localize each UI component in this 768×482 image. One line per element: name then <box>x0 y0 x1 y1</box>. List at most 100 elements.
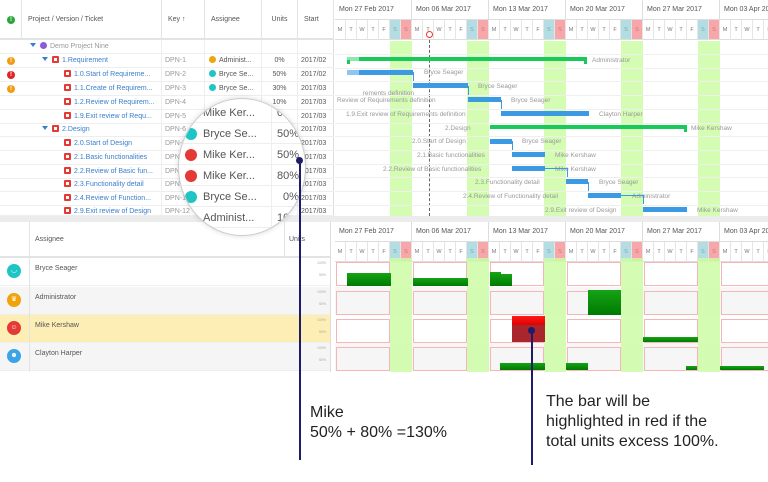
load-bar[interactable] <box>413 278 468 286</box>
column-header-assignee[interactable]: Assignee <box>35 236 64 243</box>
day-label: T <box>368 242 379 262</box>
task-bar[interactable] <box>347 70 413 75</box>
column-header-key[interactable]: Key ↑ <box>162 0 205 40</box>
column-header-units[interactable]: Units <box>262 0 298 40</box>
week-label: Mon 13 Mar 2017 <box>489 0 566 20</box>
capacity-box <box>490 291 544 315</box>
load-bar[interactable] <box>501 274 512 286</box>
warning-column-header[interactable]: ! <box>0 0 22 40</box>
column-header-project[interactable]: Project / Version / Ticket <box>22 0 162 40</box>
day-label: T <box>731 20 742 40</box>
task-bar[interactable] <box>512 166 545 171</box>
bar-label: Bryce Seager <box>599 179 639 186</box>
load-bar[interactable] <box>347 273 391 286</box>
week-label: Mon 03 Apr 2017 <box>720 0 768 20</box>
magnified-row: Bryce Se... 0% <box>179 187 305 207</box>
task-bar[interactable] <box>643 207 687 212</box>
table-row[interactable]: ! 1.1.Create of Requirem... DPN-3 Bryce … <box>0 82 334 96</box>
column-header-start[interactable]: Start <box>298 0 334 40</box>
collapse-icon[interactable] <box>42 126 48 130</box>
table-row[interactable]: ! 1.Requirement DPN-1 Administ... 0% 201… <box>0 54 334 68</box>
avatar: ◡ <box>7 264 21 278</box>
avatar <box>185 212 197 224</box>
avatar <box>185 107 197 119</box>
ticket-icon <box>64 112 71 119</box>
day-label: T <box>654 242 665 262</box>
avatar <box>185 128 197 140</box>
dependency-arrow <box>588 182 589 191</box>
day-label: F <box>764 20 768 40</box>
ticket-icon <box>64 98 71 105</box>
scale-label: 100% <box>317 346 326 350</box>
day-label: F <box>456 242 467 262</box>
magnified-row: Mike Ker... 80% <box>179 166 305 186</box>
magnified-row: Bryce Se... 50% <box>179 124 305 144</box>
capacity-box <box>490 347 544 371</box>
table-row[interactable]: 2.Design DPN-6 2017/03 <box>0 123 334 137</box>
day-label: T <box>753 242 764 262</box>
day-label: F <box>687 242 698 262</box>
load-bar[interactable] <box>643 337 698 342</box>
load-bar[interactable] <box>500 363 545 370</box>
dependency-arrow <box>512 141 513 150</box>
day-label: T <box>445 20 456 40</box>
table-row-project[interactable]: Demo Project Nine <box>0 40 334 54</box>
capacity-box <box>413 291 467 315</box>
capacity-box <box>336 347 390 371</box>
day-label: S <box>478 20 489 40</box>
resource-row-clayton[interactable]: ☻ Clayton Harper 100% 50% <box>0 343 330 371</box>
task-bar[interactable] <box>588 193 621 198</box>
week-label: Mon 20 Mar 2017 <box>566 0 643 20</box>
pane-splitter[interactable] <box>0 216 768 222</box>
magnified-row: Mike Ker... 0% <box>179 103 305 123</box>
day-label: F <box>533 242 544 262</box>
dependency-arrow <box>501 100 502 109</box>
ticket-icon <box>64 70 71 77</box>
task-bar[interactable] <box>468 97 501 102</box>
task-bar[interactable] <box>566 179 588 184</box>
weekend-stripe <box>621 258 643 372</box>
task-bar[interactable] <box>512 152 545 157</box>
task-bar[interactable] <box>413 83 468 88</box>
scale-label: 50% <box>318 358 326 362</box>
version-bar-requirement[interactable] <box>347 57 587 61</box>
bar-label: 2.3.Functionality detail <box>475 179 540 186</box>
day-label: T <box>577 20 588 40</box>
ticket-icon <box>64 167 71 174</box>
bar-label: 2.4.Review of Functionality detail <box>463 193 559 200</box>
day-label: F <box>610 20 621 40</box>
collapse-icon[interactable] <box>30 43 36 47</box>
load-bar[interactable] <box>588 290 621 315</box>
capacity-box <box>413 319 467 343</box>
version-bar-design[interactable] <box>490 125 687 129</box>
day-label: T <box>753 20 764 40</box>
load-bar[interactable] <box>490 272 501 286</box>
bar-label: Administrator <box>592 57 631 64</box>
resource-row-administrator[interactable]: ♛ Administrator 100% 50% <box>0 287 330 315</box>
avatar: ☺ <box>7 321 21 335</box>
ticket-icon <box>64 153 71 160</box>
load-bar[interactable] <box>566 363 588 370</box>
day-label: T <box>500 20 511 40</box>
day-label: M <box>566 20 577 40</box>
magnifier-callout: Mike Ker... 0% Bryce Se... 50% Mike Ker...… <box>178 98 306 236</box>
ticket-icon <box>64 84 71 91</box>
column-header-assignee[interactable]: Assignee <box>205 0 262 40</box>
bar-label: 2.1.Basic functionalities <box>417 152 485 159</box>
day-label: T <box>522 242 533 262</box>
load-bar[interactable] <box>686 366 697 370</box>
task-bar[interactable] <box>490 139 512 144</box>
day-label: T <box>500 242 511 262</box>
load-bar[interactable] <box>720 366 764 370</box>
collapse-icon[interactable] <box>42 57 48 61</box>
avatar <box>209 56 216 63</box>
capacity-box <box>644 347 698 371</box>
column-header-units[interactable]: Units <box>289 236 305 243</box>
day-label: M <box>412 242 423 262</box>
dependency-arrow <box>643 195 644 204</box>
ticket-icon <box>64 139 71 146</box>
task-bar[interactable] <box>501 111 589 116</box>
resource-row-bryce[interactable]: ◡ Bryce Seager 100% 50% <box>0 258 330 286</box>
resource-row-mike[interactable]: ☺ Mike Kershaw 100% 50% <box>0 315 330 343</box>
table-row[interactable]: ! 1.0.Start of Requireme... DPN-2 Bryce … <box>0 68 334 82</box>
